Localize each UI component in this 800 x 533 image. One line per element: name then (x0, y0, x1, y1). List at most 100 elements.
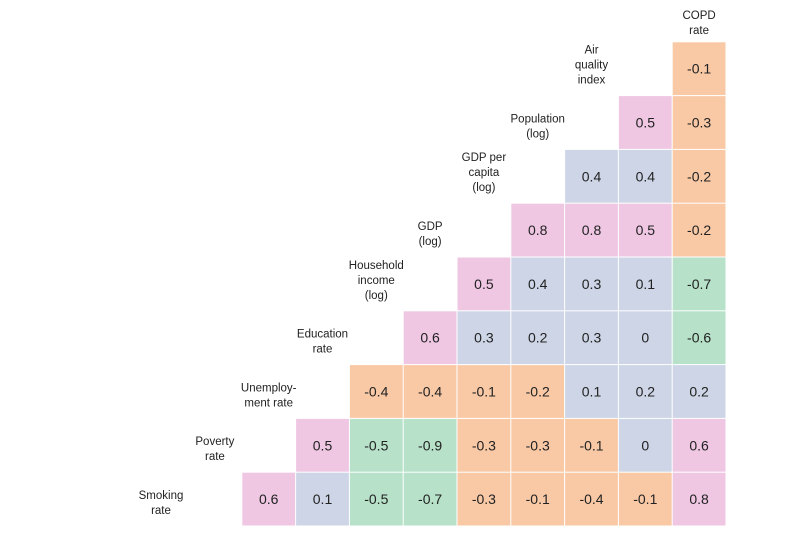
heatmap-cell (403, 418, 457, 472)
cell-value-label: -0.2 (687, 168, 711, 184)
cell-value-label: 0 (641, 330, 649, 346)
heatmap-cell (457, 365, 511, 418)
variable-label-line: quality (575, 60, 608, 72)
heatmap-cell (565, 203, 618, 257)
cell-value-label: 0.3 (582, 330, 602, 346)
variable-label-line: rate (205, 451, 225, 463)
variable-label-line: Education (297, 329, 348, 341)
heatmap-cell (511, 365, 565, 418)
cell-value-label: 0.5 (636, 222, 656, 238)
cell-value-label: -0.2 (526, 384, 550, 400)
heatmap-cells: 0.6 0.1 0.5 -0.5 -0.5 -0.4 -0.7 -0.9 -0.4 0.6 -0.3… (242, 42, 726, 526)
cell-value-label: -0.7 (418, 491, 442, 507)
variable-label: Smoking rate (139, 490, 184, 517)
heatmap-cell (565, 311, 618, 365)
heatmap-cell (618, 96, 672, 149)
heatmap-cell (618, 472, 672, 526)
variable-label: GDP (log) (418, 221, 443, 248)
heatmap-cell (672, 42, 726, 96)
heatmap-cell (672, 203, 726, 257)
variable-label: Air quality index (575, 45, 608, 87)
heatmap-cell (618, 149, 672, 203)
heatmap-cell (242, 472, 296, 526)
heatmap-cell (349, 418, 403, 472)
variable-label: Population (log) (511, 113, 565, 140)
heatmap-cell (511, 257, 565, 311)
heatmap-cell (565, 365, 618, 418)
cell-value-label: 0.3 (474, 330, 494, 346)
variable-label-line: (log) (526, 128, 549, 140)
heatmap-cell (565, 149, 618, 203)
variable-label: Unemploy-ment rate (241, 382, 297, 409)
cell-value-label: -0.3 (687, 115, 711, 131)
cell-value-label: 0.8 (528, 222, 548, 238)
variable-label-line: (log) (419, 236, 442, 248)
heatmap-cell (618, 365, 672, 418)
cell-value-label: 0.2 (636, 384, 656, 400)
cell-value-label: 0.1 (582, 384, 602, 400)
cell-value-label: -0.3 (526, 437, 550, 453)
variable-label-line: Unemploy- (241, 382, 297, 394)
heatmap-cell (296, 418, 349, 472)
heatmap-cell (672, 96, 726, 149)
cell-value-label: 0.5 (474, 276, 494, 292)
variable-labels: Smoking rate Poverty rate Unemploy-ment rate… (139, 10, 716, 517)
heatmap-cell (672, 472, 726, 526)
heatmap-cell (618, 418, 672, 472)
variable-label: GDP per capita (log) (462, 152, 507, 194)
heatmap-cell (511, 472, 565, 526)
variable-label: Education rate (297, 329, 348, 356)
heatmap-cell (403, 365, 457, 418)
heatmap-cell (457, 472, 511, 526)
variable-label-line: rate (151, 505, 171, 517)
heatmap-cell (511, 311, 565, 365)
heatmap-cell (296, 472, 349, 526)
cell-value-label: -0.4 (364, 384, 388, 400)
cell-value-label: -0.5 (364, 491, 388, 507)
heatmap-cell (403, 472, 457, 526)
heatmap-cell (618, 257, 672, 311)
heatmap-cell (618, 203, 672, 257)
variable-label-line: index (578, 75, 606, 87)
variable-label: Poverty rate (195, 436, 234, 463)
cell-value-label: -0.9 (418, 437, 442, 453)
cell-value-label: -0.1 (472, 384, 496, 400)
cell-value-label: 0.5 (313, 437, 333, 453)
cell-value-label: -0.7 (687, 276, 711, 292)
cell-value-label: 0.2 (689, 384, 709, 400)
cell-value-label: 0.8 (582, 222, 602, 238)
cell-value-label: 0.6 (420, 330, 440, 346)
cell-value-label: 0.5 (636, 115, 656, 131)
heatmap-cell (672, 365, 726, 418)
variable-label-line: capita (469, 167, 500, 179)
variable-label: COPD rate (682, 10, 715, 37)
variable-label-line: Smoking (139, 490, 184, 502)
cell-value-label: -0.1 (526, 491, 550, 507)
cell-value-label: 0.3 (582, 276, 602, 292)
cell-value-label: -0.1 (633, 491, 657, 507)
variable-label-line: Population (511, 113, 565, 125)
heatmap-cell (457, 311, 511, 365)
heatmap-cell (618, 311, 672, 365)
cell-value-label: 0.4 (528, 276, 548, 292)
heatmap-cell (511, 203, 565, 257)
variable-label-line: (log) (472, 182, 495, 194)
cell-value-label: -0.4 (579, 491, 603, 507)
heatmap-cell (349, 472, 403, 526)
heatmap-cell (672, 311, 726, 365)
heatmap-cell (672, 149, 726, 203)
heatmap-cell (565, 472, 618, 526)
cell-value-label: 0.4 (636, 168, 656, 184)
cell-value-label: 0.6 (259, 491, 279, 507)
cell-value-label: -0.6 (687, 330, 711, 346)
cell-value-label: 0.8 (689, 491, 709, 507)
heatmap-cell (672, 257, 726, 311)
heatmap-cell (672, 418, 726, 472)
cell-value-label: -0.5 (364, 437, 388, 453)
variable-label-line: Poverty (195, 436, 234, 448)
variable-label-line: COPD (682, 10, 715, 22)
variable-label-line: Air (584, 45, 598, 57)
cell-value-label: -0.4 (418, 384, 442, 400)
variable-label-line: GDP per (462, 152, 507, 164)
cell-value-label: 0.4 (582, 168, 602, 184)
